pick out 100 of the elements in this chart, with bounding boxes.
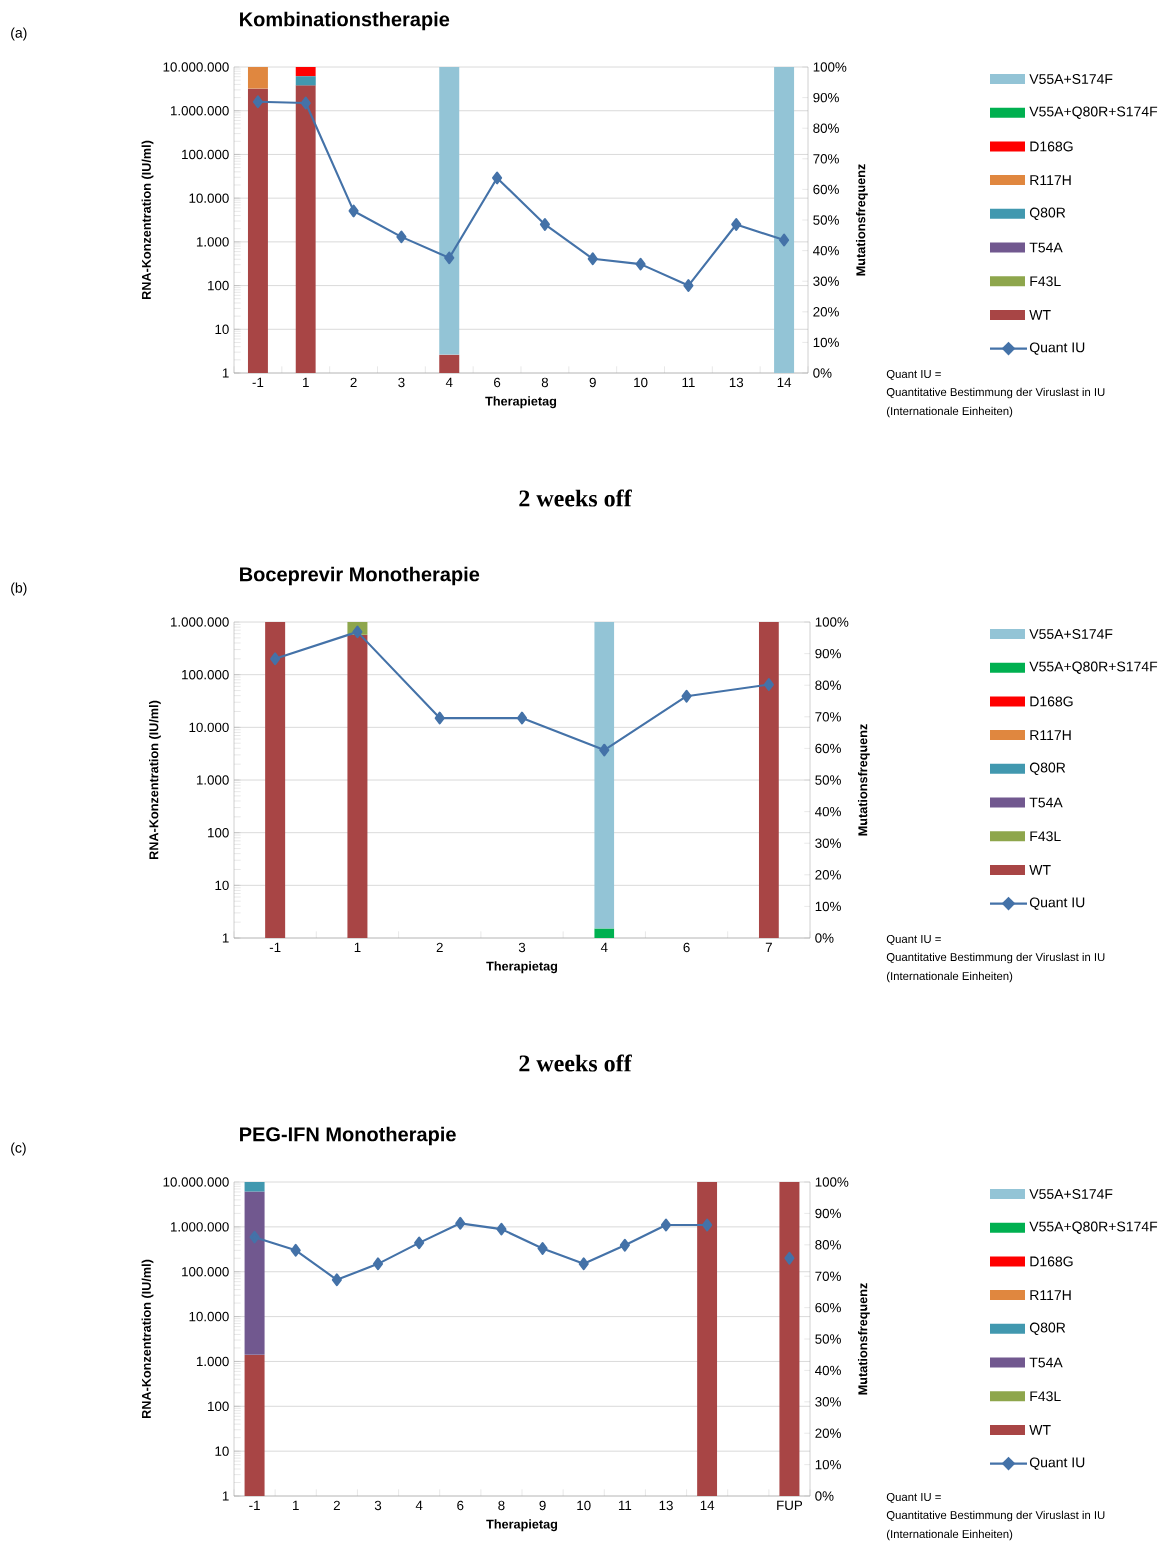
x-tick-label: 6 [457, 1500, 464, 1511]
x-tick-label: 4 [445, 377, 453, 387]
y-axis-title: RNA-Konzentration (IU/ml) [141, 140, 154, 300]
text: 2 weeks off [519, 1054, 632, 1072]
point [331, 1273, 342, 1287]
legend-label: R117H [1030, 175, 1071, 185]
x-tick-label: -1 [252, 377, 264, 387]
point [434, 711, 445, 725]
point [619, 1238, 630, 1252]
y2-tick-label: 70% [813, 154, 839, 164]
x-tick-label: 9 [539, 1500, 546, 1511]
y-tick-label: 1.000.000 [171, 617, 229, 627]
y-tick-label: 100.000 [182, 149, 229, 160]
y2-tick-label: 100% [815, 617, 849, 627]
point [396, 230, 407, 244]
y2-tick-label: 0% [815, 1491, 834, 1501]
x-tick-label: 1 [293, 1500, 299, 1510]
legend-label: Q80R [1029, 207, 1066, 221]
y-tick-label: 1.000 [196, 237, 229, 247]
legend-label: V55A+S174F [1029, 1189, 1113, 1199]
y2-tick-label: 60% [815, 743, 841, 754]
y2-tick-label: 20% [815, 870, 841, 880]
y2-tick-label: 10% [813, 337, 839, 348]
y2-tick-label: 30% [815, 838, 841, 848]
legend-label: D168G [1030, 1256, 1073, 1267]
y-tick-label: 1 [222, 368, 229, 378]
x-tick-label: 14 [700, 1500, 715, 1510]
legend-label: T54A [1029, 797, 1063, 808]
y2-tick-label: 10% [815, 1459, 841, 1470]
legend-label: Q80R [1029, 762, 1066, 776]
x-tick-label: 3 [374, 1500, 382, 1511]
point [300, 96, 311, 110]
x-tick-label: 10 [634, 377, 648, 388]
y2-tick-label: 80% [813, 123, 839, 133]
x-tick-label: 10 [577, 1500, 591, 1511]
legend-label: F43L [1030, 276, 1061, 287]
x-tick-label: 13 [729, 377, 744, 388]
y-axis-title: RNA-Konzentration (IU/ml) [141, 1259, 154, 1419]
x-tick-label: 14 [777, 377, 792, 387]
x-axis-title: Therapietag [486, 1519, 558, 1532]
y2-tick-label: 60% [815, 1302, 841, 1313]
point [352, 625, 363, 639]
point [414, 1236, 425, 1250]
x-tick-label: 6 [683, 942, 690, 953]
text: Quant IU = [886, 1493, 941, 1504]
point [731, 218, 742, 231]
point [455, 1216, 466, 1230]
x-tick-label: 7 [765, 942, 772, 952]
legend-label: V55A+Q80R+S174F [1029, 661, 1158, 674]
y2-tick-label: 50% [815, 1334, 841, 1344]
y-tick-label: 10.000.000 [163, 1177, 229, 1187]
y-axis-title: RNA-Konzentration (IU/ml) [149, 700, 161, 860]
point [779, 233, 790, 247]
x-axis-title: Therapietag [486, 961, 558, 974]
y-tick-label: 10.000 [189, 193, 229, 203]
y-tick-label: 1.000.000 [171, 106, 229, 116]
legend-label: V55A+S174F [1029, 74, 1113, 84]
legend-label: Quant IU [1029, 342, 1085, 355]
y-tick-label: 1 [222, 1491, 229, 1501]
y2-axis-title: Mutationsfrequenz [855, 164, 868, 276]
point [660, 1218, 672, 1232]
chart-title: Boceprevir Monotherapie [240, 566, 480, 586]
text: Quantitative Bestimmung der Viruslast in IU [886, 1510, 1105, 1522]
y2-tick-label: 40% [815, 1365, 841, 1376]
text: Quantitative Bestimmung der Viruslast in IU [886, 387, 1105, 399]
y2-tick-label: 10% [815, 901, 841, 912]
y2-tick-label: 100% [813, 62, 847, 72]
y2-tick-label: 90% [815, 648, 841, 659]
legend-label: R117H [1030, 1290, 1071, 1300]
text: Quant IU = [886, 934, 941, 946]
legend-label: R117H [1030, 730, 1071, 740]
y2-axis-title: Mutationsfrequenz [857, 724, 870, 836]
y2-tick-label: 90% [815, 1208, 841, 1219]
y-tick-label: 100.000 [182, 1267, 229, 1277]
y-tick-label: 1.000 [196, 1356, 229, 1367]
y2-tick-label: 0% [813, 368, 832, 378]
legend-label: WT [1029, 865, 1051, 875]
legend-label: T54A [1029, 242, 1063, 253]
point [537, 1242, 548, 1255]
point [444, 251, 455, 265]
point [270, 652, 281, 666]
point [763, 678, 774, 691]
x-tick-label: 8 [498, 1500, 505, 1511]
point [492, 171, 503, 185]
y-tick-label: 100 [208, 827, 229, 838]
y2-tick-label: 60% [813, 184, 839, 195]
point [784, 1251, 795, 1265]
text: 2 weeks off [519, 489, 632, 507]
y-tick-label: 10 [215, 324, 229, 335]
point [290, 1243, 301, 1257]
y2-tick-label: 30% [813, 276, 839, 286]
point [578, 1257, 589, 1271]
y2-tick-label: 100% [815, 1177, 849, 1187]
point [702, 1218, 713, 1232]
y-tick-label: 10.000 [189, 722, 229, 733]
legend-label: V55A+Q80R+S174F [1029, 106, 1158, 119]
x-tick-label: 4 [600, 942, 608, 952]
x-tick-label: 4 [415, 1500, 423, 1510]
x-tick-label: 1 [303, 377, 309, 387]
y-tick-label: 1 [222, 933, 229, 943]
